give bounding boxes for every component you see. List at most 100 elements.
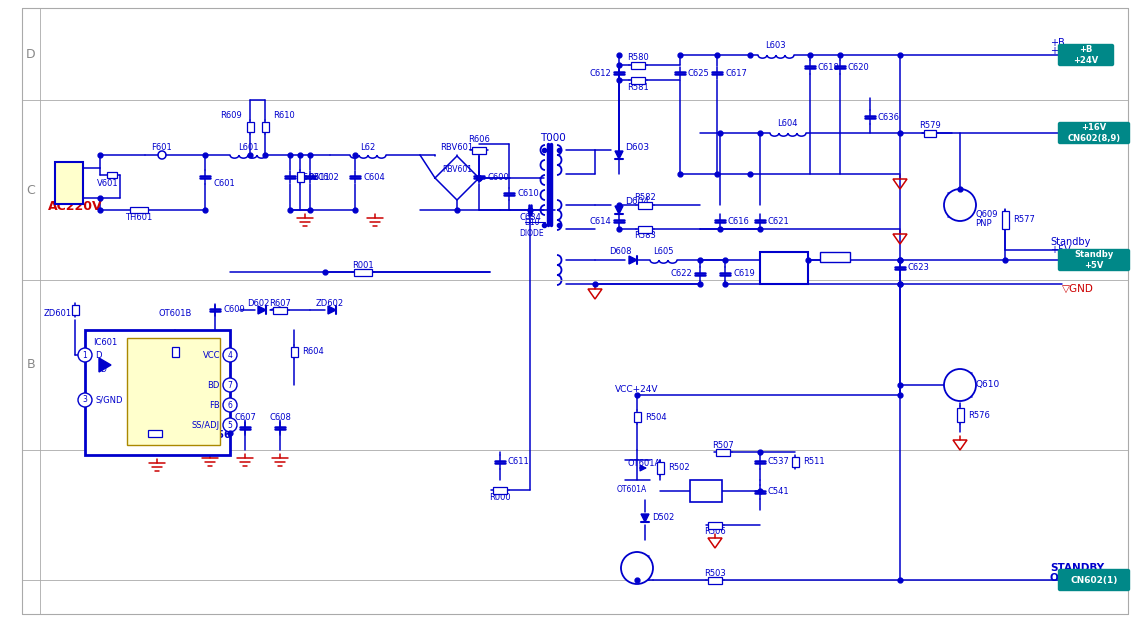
Text: 1: 1 [82,351,88,360]
Text: C: C [26,183,35,197]
Text: C608: C608 [269,412,291,422]
Text: D: D [26,47,35,60]
Text: B: B [26,358,35,371]
Text: C634: C634 [519,213,541,221]
Text: C601: C601 [213,179,235,187]
Text: F601: F601 [152,144,172,152]
Text: ON/OFF: ON/OFF [1050,573,1094,583]
Bar [638,226,652,233]
Text: C625: C625 [688,68,710,78]
Bar [472,147,486,154]
Text: C541: C541 [768,488,790,496]
Text: R606: R606 [468,136,489,144]
Text: R511: R511 [803,458,825,466]
Text: D502: D502 [652,514,674,522]
Text: C617: C617 [725,68,747,78]
Bar [130,207,148,213]
Circle shape [222,398,237,412]
Bar [631,77,645,83]
Text: RBV601: RBV601 [442,165,472,175]
Text: OT601A: OT601A [617,486,647,494]
Text: 7805: 7805 [769,263,800,273]
Text: C604: C604 [363,172,385,182]
Text: D: D [95,351,102,360]
Text: C607: C607 [234,412,256,422]
Text: +5V: +5V [1050,245,1071,255]
Text: C611: C611 [508,458,529,466]
Text: R582: R582 [634,193,656,203]
Text: R610: R610 [273,111,294,119]
Text: D: D [100,366,106,374]
Text: C610: C610 [517,190,539,198]
Bar [792,457,799,467]
Text: C537: C537 [768,458,790,466]
Circle shape [78,393,92,407]
Text: R603: R603 [183,348,205,356]
Circle shape [78,348,92,362]
Text: D604: D604 [625,198,649,207]
Circle shape [222,348,237,362]
Text: S/GND: S/GND [95,396,122,404]
Text: SS/ADJ: SS/ADJ [192,420,220,430]
Bar [55,162,83,204]
Text: R507: R507 [712,440,734,450]
Text: VCC: VCC [202,351,220,360]
Text: C603: C603 [298,172,319,182]
Text: D602: D602 [246,299,269,307]
Text: VCC+24V: VCC+24V [615,386,658,394]
Circle shape [222,378,237,392]
Text: Q501: Q501 [625,570,649,580]
Text: BD: BD [208,381,220,389]
Text: Standby
+5V: Standby +5V [1075,250,1114,270]
Text: ▽GND: ▽GND [1062,284,1094,294]
Bar [656,462,664,474]
Text: ZD602: ZD602 [316,299,345,307]
Text: R577: R577 [1013,215,1035,225]
Text: R000: R000 [489,493,511,501]
Bar [631,62,645,68]
Text: 6: 6 [227,401,233,409]
Text: +B
+24V: +B +24V [1074,45,1099,65]
Text: +16V
CN602(8,9): +16V CN602(8,9) [1068,123,1120,142]
Text: 5: 5 [227,420,233,430]
Text: L603: L603 [764,42,785,50]
Bar [291,347,298,357]
Bar [717,448,730,455]
Bar [638,202,652,208]
Circle shape [621,552,653,584]
Text: CN602(1): CN602(1) [1070,575,1118,585]
Circle shape [944,189,976,221]
Text: C622: C622 [670,269,691,279]
Bar [760,252,808,284]
Text: L601: L601 [237,144,258,152]
Text: C616: C616 [728,216,750,226]
Text: AC220V: AC220V [48,200,103,213]
Text: C618: C618 [818,62,840,72]
Text: C614: C614 [589,216,610,226]
Polygon shape [641,514,649,522]
Bar [709,521,722,529]
Text: TH601: TH601 [126,213,153,221]
Text: STANDBY: STANDBY [1050,563,1104,573]
Text: R579: R579 [920,121,941,129]
Text: L604: L604 [777,119,798,129]
Bar [820,252,850,262]
Text: C636: C636 [879,113,900,121]
Text: ZD601: ZD601 [43,310,72,318]
Text: V601: V601 [97,179,119,187]
Text: D10
DIODE: D10 DIODE [519,218,544,238]
Bar [148,430,162,437]
Text: Q609: Q609 [976,210,997,220]
Circle shape [944,369,976,401]
Bar [493,486,507,493]
Text: PNP: PNP [976,218,992,228]
Text: T000: T000 [540,133,566,143]
Text: 2: 2 [62,187,66,197]
Circle shape [222,418,237,432]
Bar [709,577,722,583]
Text: R576: R576 [968,411,990,419]
Text: R504: R504 [645,412,666,422]
Bar [261,122,268,132]
Polygon shape [258,306,266,314]
Text: OT601B: OT601B [159,310,192,318]
